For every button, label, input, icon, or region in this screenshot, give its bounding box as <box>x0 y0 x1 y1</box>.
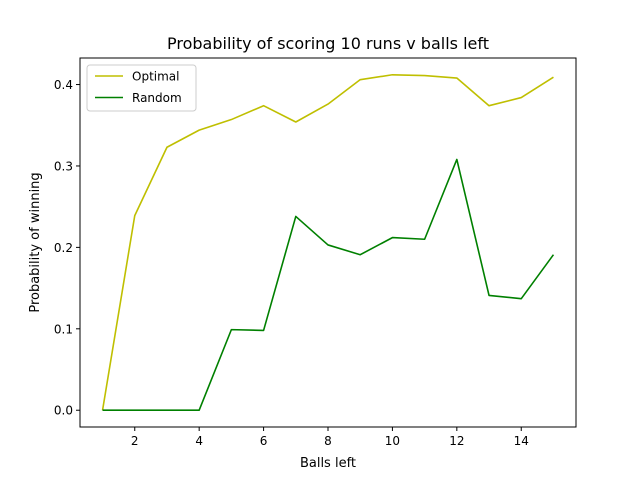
series-line-optimal <box>101 73 554 411</box>
x-tick-label: 8 <box>324 434 332 448</box>
y-axis-label: Probability of winning <box>28 172 43 312</box>
y-tick-label: 0.0 <box>54 404 73 418</box>
x-tick-label: 4 <box>195 434 203 448</box>
legend: Optimal Random <box>86 64 197 112</box>
legend-label-optimal: Optimal <box>132 70 179 84</box>
x-tick-label: 14 <box>514 434 529 448</box>
x-tick-label: 6 <box>260 434 268 448</box>
x-axis-ticks: 2 4 6 8 10 12 14 <box>131 427 529 448</box>
y-tick-label: 0.2 <box>54 241 73 255</box>
x-axis-label: Balls left <box>300 456 356 471</box>
series-layer <box>101 73 555 412</box>
x-tick-label: 2 <box>131 434 139 448</box>
y-tick-label: 0.3 <box>54 159 73 173</box>
x-tick-label: 12 <box>449 434 464 448</box>
chart-title: Probability of scoring 10 runs v balls l… <box>167 34 489 53</box>
series-line-random <box>102 158 555 412</box>
y-tick-label: 0.1 <box>54 322 73 336</box>
legend-items: Optimal Random <box>95 70 182 105</box>
y-tick-label: 0.4 <box>54 78 73 92</box>
x-tick-label: 10 <box>385 434 400 448</box>
legend-label-random: Random <box>132 91 182 105</box>
y-axis-ticks: 0.0 0.1 0.2 0.3 0.4 <box>54 78 80 418</box>
